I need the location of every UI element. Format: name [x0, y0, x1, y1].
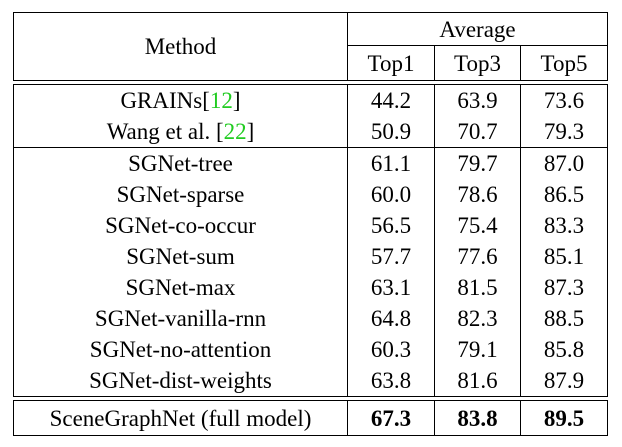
method-cell: SGNet-no-attention — [13, 334, 348, 365]
top5-cell: 85.8 — [519, 334, 609, 365]
method-cell: SceneGraphNet (full model) — [13, 400, 348, 436]
table-row: SGNet-sum 57.7 77.6 85.1 — [13, 241, 609, 272]
method-cell: SGNet-co-occur — [13, 210, 348, 241]
top1-cell: 64.8 — [347, 303, 435, 334]
top5-cell: 87.0 — [519, 147, 609, 179]
header-spacer — [13, 80, 608, 85]
top3-cell: 81.6 — [434, 365, 521, 397]
top1-cell: 57.7 — [347, 241, 435, 272]
top5-cell: 88.5 — [519, 303, 609, 334]
top5-cell: 85.1 — [519, 241, 609, 272]
final-group: SceneGraphNet (full model) 67.3 83.8 89.… — [13, 396, 609, 436]
top1-cell: 60.3 — [347, 334, 435, 365]
header-row-columns: Top1 Top3 Top5 — [14, 45, 609, 81]
final-model-row: SceneGraphNet (full model) 67.3 83.8 89.… — [13, 400, 609, 436]
method-cell: SGNet-dist-weights — [13, 365, 348, 397]
top3-cell: 75.4 — [434, 210, 521, 241]
header-row-group: Method Average — [13, 12, 609, 81]
top1-cell: 61.1 — [347, 147, 435, 179]
top3-cell: 79.7 — [434, 147, 521, 179]
top3-cell: 79.1 — [434, 334, 521, 365]
top5-header: Top5 — [519, 45, 609, 81]
method-cell: SGNet-max — [13, 272, 348, 303]
top3-cell: 78.6 — [434, 179, 521, 210]
table-row: GRAINs[12] 44.2 63.9 73.6 — [13, 84, 609, 116]
table-row: SGNet-co-occur 56.5 75.4 83.3 — [13, 210, 609, 241]
method-cell: GRAINs[12] — [13, 84, 348, 116]
method-cell: SGNet-tree — [13, 147, 348, 179]
citation-link[interactable]: 12 — [209, 88, 233, 113]
top5-cell: 87.3 — [519, 272, 609, 303]
top3-cell: 70.7 — [434, 116, 521, 148]
table-row: SGNet-sparse 60.0 78.6 86.5 — [13, 179, 609, 210]
baseline-group: GRAINs[12] 44.2 63.9 73.6 Wang et al. [2… — [13, 84, 609, 148]
top1-cell: 60.0 — [347, 179, 435, 210]
top5-cell: 89.5 — [519, 400, 609, 436]
table-row: SGNet-no-attention 60.3 79.1 85.8 — [13, 334, 609, 365]
top1-cell: 67.3 — [347, 400, 435, 436]
top5-cell: 87.9 — [519, 365, 609, 397]
top3-header: Top3 — [434, 45, 521, 81]
top1-header: Top1 — [347, 45, 435, 81]
citation-link[interactable]: 22 — [223, 119, 247, 144]
table-header: Method Average Top1 Top3 Top5 — [13, 12, 609, 85]
top5-cell: 79.3 — [519, 116, 609, 148]
top1-cell: 63.1 — [347, 272, 435, 303]
top1-cell: 63.8 — [347, 365, 435, 397]
top1-cell: 50.9 — [347, 116, 435, 148]
top1-cell: 56.5 — [347, 210, 435, 241]
table-row: SGNet-max 63.1 81.5 87.3 — [13, 272, 609, 303]
method-cell: Wang et al. [22] — [13, 116, 348, 148]
top1-cell: 44.2 — [347, 84, 435, 116]
average-header: Average — [346, 12, 609, 46]
top3-cell: 77.6 — [434, 241, 521, 272]
top3-cell: 63.9 — [434, 84, 521, 116]
table-row: SGNet-vanilla-rnn 64.8 82.3 88.5 — [13, 303, 609, 334]
method-cell: SGNet-sparse — [13, 179, 348, 210]
table-row: Wang et al. [22] 50.9 70.7 79.3 — [13, 116, 609, 148]
method-cell: SGNet-vanilla-rnn — [13, 303, 348, 334]
method-header: Method — [13, 12, 348, 81]
variant-group: SGNet-tree 61.1 79.7 87.0 SGNet-sparse 6… — [13, 147, 609, 397]
top3-cell: 83.8 — [434, 400, 521, 436]
top5-cell: 86.5 — [519, 179, 609, 210]
table-row: SGNet-tree 61.1 79.7 87.0 — [13, 147, 609, 179]
top3-cell: 81.5 — [434, 272, 521, 303]
method-cell: SGNet-sum — [13, 241, 348, 272]
table-row: SGNet-dist-weights 63.8 81.6 87.9 — [13, 365, 609, 397]
top3-cell: 82.3 — [434, 303, 521, 334]
results-table: Method Average Top1 Top3 Top5 GRAINs[12]… — [13, 12, 609, 436]
top5-cell: 73.6 — [519, 84, 609, 116]
top5-cell: 83.3 — [519, 210, 609, 241]
